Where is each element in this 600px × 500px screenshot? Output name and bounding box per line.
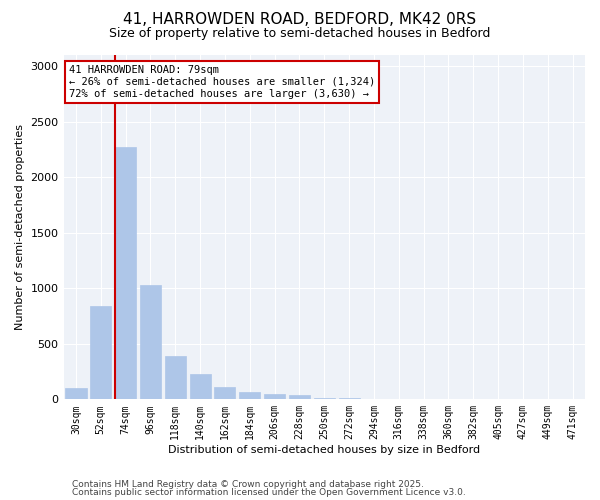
Text: 41 HARROWDEN ROAD: 79sqm
← 26% of semi-detached houses are smaller (1,324)
72% o: 41 HARROWDEN ROAD: 79sqm ← 26% of semi-d… [69,66,375,98]
Bar [289,396,310,400]
Bar [264,394,285,400]
Bar [140,285,161,400]
Bar [338,398,359,400]
Bar [314,398,335,400]
X-axis label: Distribution of semi-detached houses by size in Bedford: Distribution of semi-detached houses by … [168,445,481,455]
Text: Size of property relative to semi-detached houses in Bedford: Size of property relative to semi-detach… [109,28,491,40]
Bar [364,399,385,400]
Bar [190,374,211,400]
Bar [214,387,235,400]
Text: Contains HM Land Registry data © Crown copyright and database right 2025.: Contains HM Land Registry data © Crown c… [72,480,424,489]
Text: 41, HARROWDEN ROAD, BEDFORD, MK42 0RS: 41, HARROWDEN ROAD, BEDFORD, MK42 0RS [124,12,476,28]
Text: Contains public sector information licensed under the Open Government Licence v3: Contains public sector information licen… [72,488,466,497]
Bar [115,147,136,400]
Y-axis label: Number of semi-detached properties: Number of semi-detached properties [15,124,25,330]
Bar [90,306,112,400]
Bar [239,392,260,400]
Bar [65,388,86,400]
Bar [165,356,186,400]
